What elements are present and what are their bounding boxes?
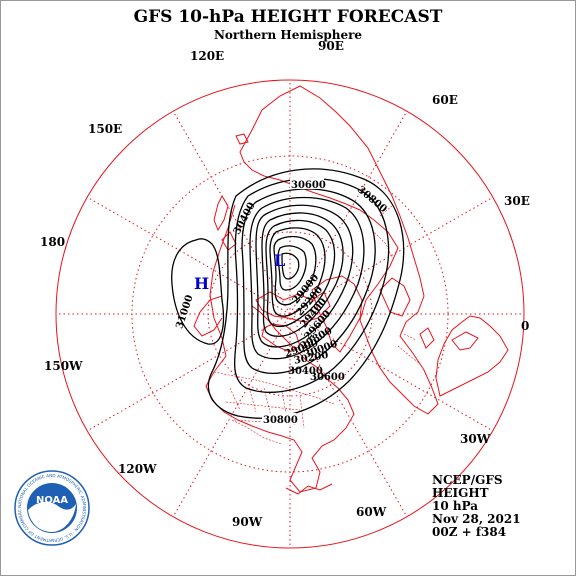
map-title: GFS 10-hPa HEIGHT FORECAST [133,7,443,27]
meridian-120w [172,313,291,518]
noaa-logo: NATIONAL OCEANIC AND ATMOSPHERIC ADMINIS… [14,470,90,546]
hemisphere-boundary [55,79,525,549]
lon-label-120e: 120E [190,49,224,63]
contour-30400 [241,188,376,374]
political-borders [213,205,421,445]
contour-30800 [207,168,405,419]
meridian-60w [289,313,408,518]
contour-30200 [249,196,365,360]
coastline-mediterranean [451,331,479,351]
high-pressure-center: H [194,274,209,293]
meridian-60e [289,110,408,315]
meridian-150w [86,313,291,432]
contour-29400 [269,227,326,317]
lon-label-150w: 150W [44,359,83,373]
contour-label-bg-30600-top [290,178,324,189]
contour-29200 [273,235,317,306]
coastline-kamchatka [221,231,237,251]
border-russia [371,205,393,259]
logo-bird-icon [28,501,76,532]
coastline-novaya-zemlya [235,133,249,145]
map-subtitle: Northern Hemisphere [213,28,363,42]
info-date: Nov 28, 2021 [432,512,521,526]
coastline-hudson-bay [261,323,301,353]
lon-label-180: 180 [40,235,65,249]
contour-29000 [277,245,307,291]
lon-label-30e: 30E [504,194,530,208]
coastline-caribbean [285,483,333,495]
low-pressure-center: L [274,251,285,270]
lon-label-150e: 150E [88,122,122,136]
lon-label-30w: 30W [460,432,491,446]
coastline-alaska [193,295,223,337]
coastline-arctic-islands [255,291,331,323]
height-contours [171,168,405,419]
coastline-africa [435,315,509,397]
contour-label-bg-30800-bottom [262,413,296,424]
info-run: 00Z + f384 [432,525,507,539]
lon-label-60w: 60W [356,505,387,519]
forecast-info: NCEP/GFS HEIGHT 10 hPa Nov 28, 2021 00Z … [432,474,521,539]
contour-label-30800-bottom: 30800 [263,415,298,426]
contour-30000 [255,204,354,348]
contour-30600 [233,177,390,393]
contour-28800 [281,252,300,280]
contour-29800 [261,212,344,337]
lon-label-90e: 90E [318,39,344,53]
lon-label-0: 0 [521,319,529,333]
contour-31000 [171,238,225,345]
lon-label-90w: 90W [232,515,263,529]
contour-label-30600-top: 30600 [291,180,326,191]
coastline-british-isles [419,327,435,349]
coastline-japan [213,194,229,232]
info-level: 10 hPa [432,499,479,513]
meridian-150e [86,196,291,315]
info-field: HEIGHT [432,486,489,500]
meridian-30e [289,196,494,315]
contour-label-30600-bottom: 30600 [310,372,345,383]
contour-29600 [265,219,336,328]
contour-label-30400-bottom: 30400 [288,366,323,377]
meridian-30w [289,313,494,432]
info-source: NCEP/GFS [432,473,503,487]
border-us-states-1 [225,383,305,429]
border-europe [397,333,421,365]
logo-wordmark: NOAA [36,495,68,506]
coastline-eurasia [239,85,439,415]
lon-label-60e: 60E [432,93,458,107]
border-us-mexico [231,419,283,445]
lon-label-120w: 120W [118,462,157,476]
